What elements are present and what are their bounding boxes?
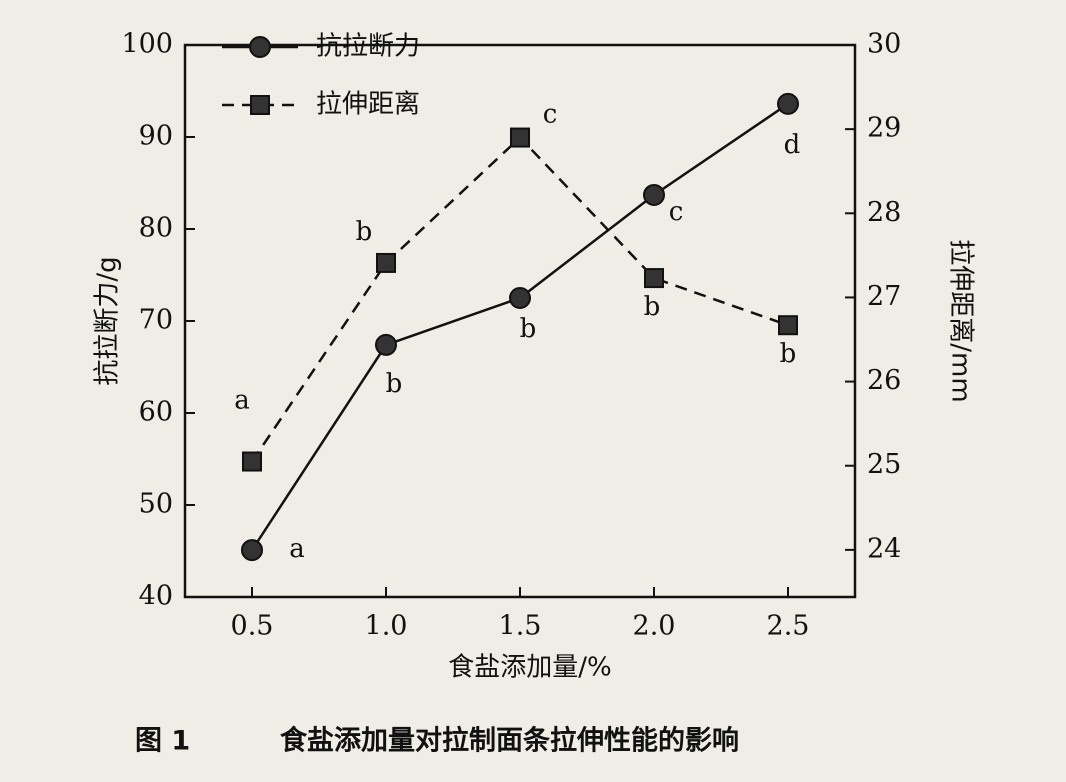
y2-tick-label: 28 (867, 197, 901, 228)
data-point (778, 315, 798, 336)
significance-letter: b (780, 339, 797, 369)
y-tick-label: 70 (139, 305, 173, 336)
significance-letter: a (289, 534, 305, 564)
y2-tick-label: 27 (867, 281, 901, 312)
legend-label: 拉伸距离 (316, 90, 420, 120)
caption: 食盐添加量对拉制面条拉伸性能的影响 (280, 725, 739, 757)
x-axis-label: 食盐添加量/% (448, 653, 611, 683)
significance-letter: c (669, 197, 684, 227)
y-tick-label: 90 (139, 121, 173, 152)
legend-marker (250, 95, 270, 115)
data-point (643, 183, 665, 206)
y2-axis-label: 拉伸距离/mm (946, 239, 976, 402)
significance-letter: c (543, 100, 558, 130)
significance-letter: a (234, 386, 250, 416)
data-point (509, 287, 531, 309)
data-point (777, 92, 799, 115)
data-point (644, 268, 664, 289)
y2-tick-label: 24 (867, 533, 901, 564)
significance-letter: b (386, 369, 403, 399)
x-tick-label: 0.5 (231, 611, 274, 642)
data-point (510, 127, 530, 148)
caption-number: 图 1 (135, 726, 190, 757)
y2-tick-label: 25 (867, 449, 901, 480)
significance-letter: b (644, 292, 661, 322)
x-tick-label: 1.5 (499, 611, 542, 642)
legend-marker (249, 36, 271, 58)
y-tick-label: 40 (139, 581, 173, 612)
x-tick-label: 2.5 (767, 611, 810, 642)
data-point (376, 252, 396, 273)
data-point (241, 539, 263, 562)
significance-letter: b (356, 217, 373, 247)
y2-tick-label: 26 (867, 365, 901, 396)
significance-letter: b (520, 314, 537, 344)
y-tick-label: 60 (139, 397, 173, 428)
y2-tick-label: 29 (867, 113, 901, 144)
x-tick-label: 1.0 (365, 611, 408, 642)
y-tick-label: 100 (121, 29, 173, 60)
data-point (375, 333, 397, 356)
legend-label: 抗拉断力 (316, 32, 420, 62)
x-tick-label: 2.0 (633, 611, 676, 642)
y-tick-label: 80 (139, 213, 173, 244)
y2-tick-label: 30 (867, 29, 901, 60)
data-point (242, 451, 262, 472)
y-tick-label: 50 (139, 489, 173, 520)
y-axis-label: 抗拉断力/g (93, 256, 123, 385)
significance-letter: d (784, 130, 801, 160)
